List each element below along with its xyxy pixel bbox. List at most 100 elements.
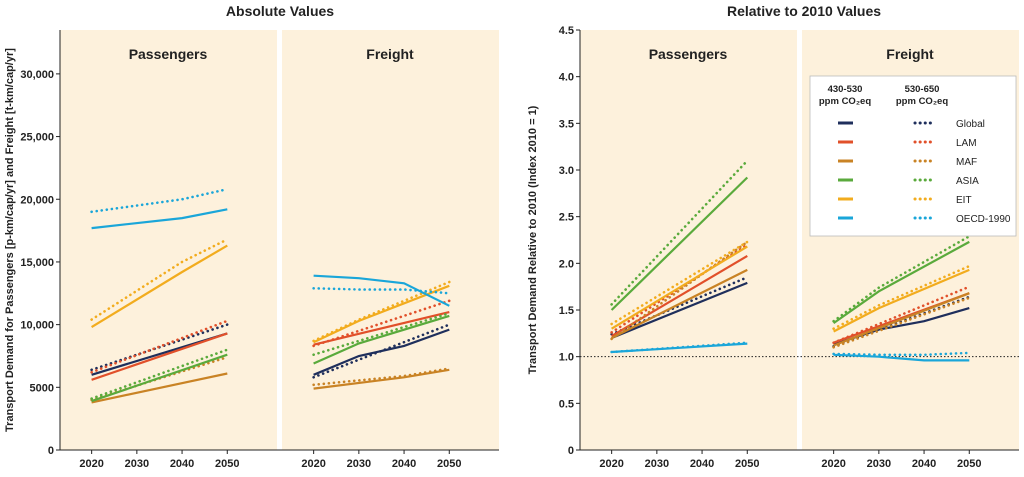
series-eit-530-650-rel-freight (832, 264, 971, 331)
x-tick-label: 2040 (912, 458, 936, 470)
y-tick-label: 2.5 (559, 212, 574, 224)
y-tick-label: 1.0 (559, 352, 574, 364)
x-tick-label: 2020 (599, 458, 623, 470)
legend: 430-530 ppm CO₂eq 530-650 ppm CO₂eq Glob… (809, 75, 1017, 237)
legend-col2-line1: 530-650 (905, 84, 940, 95)
series-oecd-1990-530-650-abs-freight (312, 286, 451, 295)
x-tick-label: 2050 (437, 458, 461, 470)
series-maf-530-650-rel-freight (832, 296, 971, 349)
series-eit-430-530-rel-passengers (611, 245, 748, 330)
x-tick-label: 2030 (645, 458, 669, 470)
y-tick-label: 0 (48, 445, 54, 457)
x-tick-label: 2020 (821, 458, 845, 470)
right-chart-title: Relative to 2010 Values (727, 3, 881, 19)
y-tick-label: 15,000 (20, 257, 54, 269)
y-tick-label: 4.0 (559, 72, 574, 84)
series-eit-430-530-abs-passengers (91, 244, 228, 329)
series-global-530-650-abs-freight (312, 323, 451, 379)
legend-label-asia: ASIA (956, 176, 979, 187)
series-oecd-1990-430-530-abs-freight (313, 274, 450, 307)
x-tick-label: 2040 (170, 458, 194, 470)
series-maf-430-530-rel-passengers (611, 268, 748, 339)
panel-abs-freight-bg (282, 30, 499, 450)
series-lam-430-530-abs-passengers (91, 332, 228, 381)
ticks-layer: 2020 2030 2040 2050 0 5000 10,000 15,000 20,000 2… (20, 25, 981, 470)
left-y-axis-label: Transport Demand for Passengers [p-km/ca… (4, 48, 16, 432)
y-tick-label: 0 (568, 445, 574, 457)
series-oecd-1990-530-650-rel-freight (832, 351, 971, 357)
series-global-430-530-abs-freight (313, 328, 450, 376)
series-asia-430-530-abs-freight (313, 314, 450, 365)
right-y-axis-label: Transport Demand Relative to 2010 (Index… (527, 105, 539, 374)
legend-label-lam: LAM (956, 138, 977, 149)
legend-col2-line2: ppm CO₂eq (896, 96, 948, 107)
y-tick-label: 30,000 (20, 69, 54, 81)
series-eit-530-650-abs-freight (312, 280, 451, 343)
y-tick-label: 25,000 (20, 132, 54, 144)
x-tick-label: 2030 (867, 458, 891, 470)
x-tick-label: 2020 (301, 458, 325, 470)
x-tick-label: 2030 (125, 458, 149, 470)
legend-label-maf: MAF (956, 157, 977, 168)
x-tick-label: 2040 (690, 458, 714, 470)
series-asia-430-530-rel-freight (832, 240, 970, 325)
panel-title-rel-passengers: Passengers (649, 46, 728, 62)
y-tick-label: 1.5 (559, 305, 574, 317)
x-tick-label: 2040 (392, 458, 416, 470)
series-oecd-1990-430-530-rel-freight (833, 353, 970, 362)
series-eit-530-650-abs-passengers (90, 238, 229, 321)
panel-abs-passengers-bg (60, 30, 277, 450)
y-tick-label: 4.5 (559, 25, 574, 37)
x-tick-label: 2050 (215, 458, 239, 470)
series-global-530-650-rel-freight (832, 295, 971, 348)
panel-title-rel-freight: Freight (886, 46, 934, 62)
panel-title-abs-freight: Freight (366, 46, 414, 62)
legend-rows: Global LAM MAF ASIA EIT OECD-1990 (838, 119, 1011, 225)
series-asia-430-530-abs-passengers (91, 353, 228, 403)
x-tick-label: 2020 (79, 458, 103, 470)
legend-label-eit: EIT (956, 195, 972, 206)
series-eit-530-650-rel-passengers (610, 240, 749, 326)
series-maf-530-650-abs-freight (312, 367, 451, 387)
series-asia-530-650-rel-freight (832, 235, 971, 323)
y-tick-label: 0.5 (559, 398, 574, 410)
series-lam-530-650-abs-passengers (90, 319, 229, 374)
panel-rel-passengers-bg (580, 30, 797, 450)
legend-label-global: Global (956, 119, 985, 130)
x-tick-label: 2050 (957, 458, 981, 470)
y-tick-label: 3.5 (559, 118, 574, 130)
series-oecd-1990-530-650-rel-passengers (610, 341, 749, 354)
series-maf-430-530-rel-freight (833, 292, 970, 347)
series-lam-430-530-rel-passengers (611, 254, 748, 338)
series-layer (90, 159, 971, 404)
series-asia-530-650-abs-passengers (90, 348, 229, 400)
series-maf-530-650-rel-passengers (610, 240, 749, 341)
series-maf-430-530-abs-freight (313, 368, 450, 390)
series-eit-430-530-abs-freight (313, 284, 450, 344)
series-oecd-1990-430-530-abs-passengers (91, 208, 228, 230)
y-tick-label: 3.0 (559, 165, 574, 177)
series-global-530-650-rel-passengers (610, 275, 749, 336)
series-maf-430-530-abs-passengers (91, 372, 228, 404)
left-chart-title: Absolute Values (226, 3, 334, 19)
series-lam-530-650-abs-freight (312, 299, 451, 348)
series-global-430-530-rel-passengers (611, 281, 748, 340)
legend-col1-line2: ppm CO₂eq (819, 96, 871, 107)
y-tick-label: 20,000 (20, 194, 54, 206)
x-tick-label: 2030 (347, 458, 371, 470)
panel-title-abs-passengers: Passengers (129, 46, 208, 62)
series-asia-530-650-abs-freight (312, 311, 451, 357)
x-tick-label: 2050 (735, 458, 759, 470)
legend-label-oecd-1990: OECD-1990 (956, 214, 1011, 225)
series-lam-530-650-rel-freight (832, 285, 971, 345)
series-asia-430-530-rel-passengers (610, 176, 749, 311)
series-lam-430-530-abs-freight (313, 311, 450, 346)
legend-box (809, 75, 1017, 237)
y-tick-label: 5000 (30, 382, 54, 394)
series-oecd-1990-530-650-abs-passengers (90, 187, 229, 214)
legend-col1-line1: 430-530 (828, 84, 863, 95)
y-tick-label: 2.0 (559, 258, 574, 270)
series-eit-430-530-rel-freight (833, 268, 970, 333)
y-tick-label: 10,000 (20, 320, 54, 332)
